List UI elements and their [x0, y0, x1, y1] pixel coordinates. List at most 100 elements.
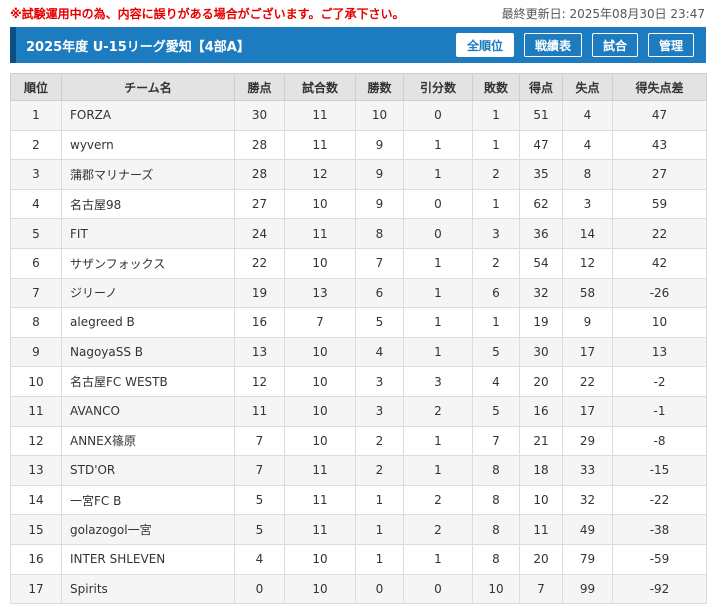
results-table-button[interactable]: 戦績表	[523, 33, 582, 57]
table-row: 11 AVANCO 11 10 3 2 5 16 17 -1	[10, 395, 707, 427]
table-cell: 99	[562, 573, 613, 605]
table-cell: 13	[10, 455, 62, 486]
team-name-cell: INTER SHLEVEN	[61, 543, 235, 575]
table-cell: 4	[10, 188, 62, 220]
table-cell: 28	[234, 129, 285, 161]
table-cell: 1	[403, 159, 473, 190]
all-standings-button[interactable]: 全順位	[455, 33, 514, 57]
table-body: 1 FORZA 30 11 10 0 1 51 4 47 2 wyvern 28 11 9 1 1 47 4 43 3 蒲…	[10, 100, 707, 605]
table-cell: 33	[562, 455, 613, 486]
table-cell: 14	[562, 218, 613, 249]
table-cell: 47	[519, 129, 563, 161]
table-cell: 4	[234, 543, 285, 575]
table-cell: 10	[284, 366, 356, 397]
table-cell: 1	[403, 247, 473, 279]
table-cell: 8	[10, 307, 62, 338]
table-cell: 10	[284, 543, 356, 575]
table-cell: 1	[10, 100, 62, 131]
table-cell: -26	[612, 277, 707, 309]
table-cell: 4	[562, 129, 613, 161]
table-cell: 5	[472, 336, 520, 368]
table-cell: 9	[355, 159, 404, 190]
table-cell: 54	[519, 247, 563, 279]
table-cell: 2	[472, 159, 520, 190]
team-name-cell: ANNEX篠原	[61, 425, 235, 457]
column-header: 失点	[562, 73, 613, 101]
table-cell: 36	[519, 218, 563, 249]
table-cell: 20	[519, 366, 563, 397]
column-header: 得失点差	[612, 73, 707, 101]
table-cell: 10	[472, 573, 520, 605]
table-cell: 19	[234, 277, 285, 309]
table-cell: 27	[234, 188, 285, 220]
table-cell: 10	[612, 307, 707, 338]
table-cell: 8	[355, 218, 404, 249]
team-name-cell: alegreed B	[61, 307, 235, 338]
column-header: チーム名	[61, 73, 235, 101]
table-cell: 13	[284, 277, 356, 309]
league-title-bar: 2025年度 U-15リーグ愛知【4部A】 全順位 戦績表 試合 管理	[10, 27, 706, 63]
table-row: 8 alegreed B 16 7 5 1 1 19 9 10	[10, 307, 707, 338]
table-cell: 1	[472, 188, 520, 220]
team-name-cell: FIT	[61, 218, 235, 249]
matches-button[interactable]: 試合	[591, 33, 638, 57]
table-cell: 1	[403, 129, 473, 161]
table-cell: 0	[403, 573, 473, 605]
table-cell: 4	[355, 336, 404, 368]
team-name-cell: ジリーノ	[61, 277, 235, 309]
table-row: 9 NagoyaSS B 13 10 4 1 5 30 17 13	[10, 336, 707, 368]
table-cell: 10	[284, 188, 356, 220]
admin-button[interactable]: 管理	[647, 33, 694, 57]
table-cell: 10	[10, 366, 62, 397]
nav-buttons: 全順位 戦績表 試合 管理	[455, 33, 694, 57]
table-cell: 59	[612, 188, 707, 220]
table-cell: 13	[234, 336, 285, 368]
table-cell: 8	[472, 543, 520, 575]
table-row: 6 サザンフォックス 22 10 7 1 2 54 12 42	[10, 247, 707, 279]
table-cell: 62	[519, 188, 563, 220]
table-cell: 1	[355, 514, 404, 545]
table-cell: 7	[472, 425, 520, 457]
column-header: 勝点	[234, 73, 285, 101]
table-row: 5 FIT 24 11 8 0 3 36 14 22	[10, 218, 707, 249]
team-name-cell: golazogol一宮	[61, 514, 235, 545]
trial-notice: ※試験運用中の為、内容に誤りがある場合がございます。ご了承下さい。	[10, 7, 405, 21]
table-cell: -2	[612, 366, 707, 397]
table-cell: 1	[355, 543, 404, 575]
table-cell: 2	[355, 455, 404, 486]
table-cell: 11	[284, 484, 356, 516]
table-cell: 9	[10, 336, 62, 368]
table-cell: 11	[519, 514, 563, 545]
table-cell: 5	[10, 218, 62, 249]
standings-table: 順位 チーム名 勝点 試合数 勝数 引分数 敗数 得点 失点 得失点差 1 FORZA 30 11 10 0…	[10, 73, 707, 605]
table-cell: 1	[403, 336, 473, 368]
table-cell: 2	[355, 425, 404, 457]
table-cell: 35	[519, 159, 563, 190]
table-cell: 29	[562, 425, 613, 457]
table-row: 7 ジリーノ 19 13 6 1 6 32 58 -26	[10, 277, 707, 309]
top-bar: ※試験運用中の為、内容に誤りがある場合がございます。ご了承下さい。 最終更新日:…	[0, 0, 713, 26]
table-cell: 2	[403, 395, 473, 427]
column-header: 試合数	[284, 73, 356, 101]
table-cell: 11	[234, 395, 285, 427]
table-cell: 10	[284, 573, 356, 605]
table-cell: 1	[472, 129, 520, 161]
table-cell: 8	[472, 484, 520, 516]
table-cell: 1	[403, 277, 473, 309]
column-header: 得点	[519, 73, 563, 101]
table-cell: 12	[10, 425, 62, 457]
table-cell: 22	[612, 218, 707, 249]
table-cell: 10	[284, 336, 356, 368]
table-cell: 3	[10, 159, 62, 190]
table-cell: 5	[234, 514, 285, 545]
table-cell: 10	[519, 484, 563, 516]
table-cell: 10	[355, 100, 404, 131]
table-cell: 2	[10, 129, 62, 161]
table-cell: 15	[10, 514, 62, 545]
table-cell: 0	[403, 100, 473, 131]
table-cell: 0	[355, 573, 404, 605]
table-cell: 6	[10, 247, 62, 279]
table-cell: 17	[562, 336, 613, 368]
table-cell: 7	[284, 307, 356, 338]
table-cell: 11	[284, 100, 356, 131]
